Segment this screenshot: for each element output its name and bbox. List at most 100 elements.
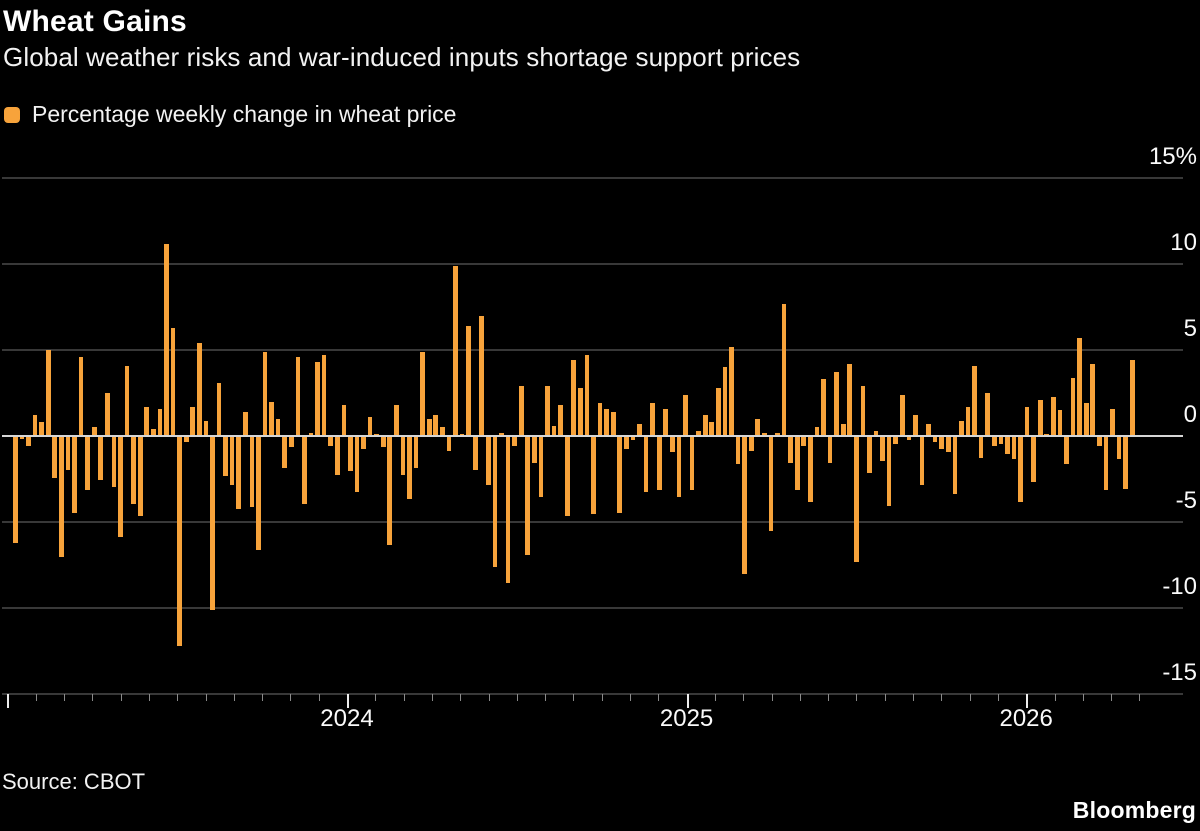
legend: Percentage weekly change in wheat price (4, 101, 456, 128)
bar (1031, 437, 1037, 482)
bar (781, 303, 787, 436)
gridline (2, 606, 1183, 609)
bar (630, 437, 636, 441)
chart-subtitle: Global weather risks and war-induced inp… (3, 42, 801, 72)
bar (525, 437, 531, 556)
month-tick (601, 694, 603, 701)
month-tick (856, 694, 858, 701)
month-tick (177, 694, 179, 701)
bar (1077, 338, 1083, 436)
bar (545, 386, 550, 436)
month-tick (64, 694, 65, 701)
bar (26, 437, 31, 446)
bar (702, 415, 708, 436)
bar (275, 418, 281, 436)
month-tick (488, 694, 490, 701)
bar (433, 415, 439, 436)
bar (880, 437, 885, 462)
bar (387, 437, 393, 546)
bar (939, 437, 945, 450)
bar (597, 403, 603, 436)
bar (223, 437, 228, 477)
bar (262, 351, 268, 436)
bar (229, 437, 235, 486)
bar (853, 437, 859, 563)
bar (446, 437, 452, 451)
month-tick (205, 694, 207, 701)
bar (1005, 437, 1010, 455)
bar (58, 437, 64, 558)
bar (965, 406, 971, 436)
bar (512, 437, 517, 446)
year-tick (686, 694, 689, 708)
y-axis-label: 5 (1183, 315, 1197, 343)
gridline (2, 349, 1183, 352)
bar (361, 437, 366, 450)
bar (558, 405, 563, 436)
bar (13, 437, 18, 544)
bar (348, 437, 353, 472)
bar (144, 406, 150, 436)
bar (1090, 363, 1096, 436)
bar (755, 418, 761, 436)
bar (256, 437, 261, 551)
bar (683, 394, 688, 436)
bar (288, 437, 294, 448)
bar (472, 437, 478, 470)
source-note: Source: CBOT (2, 769, 146, 794)
bar (466, 326, 472, 436)
bar (1051, 396, 1056, 436)
month-tick (1139, 694, 1141, 701)
bar (1057, 410, 1063, 436)
bar (643, 437, 649, 492)
bar (321, 355, 327, 436)
bar (761, 432, 767, 436)
bar (177, 437, 182, 647)
bar (696, 430, 701, 436)
month-tick (771, 694, 773, 701)
bar (492, 437, 498, 568)
bar (1116, 437, 1122, 460)
month-tick (714, 694, 716, 701)
bar (72, 437, 77, 513)
bar (814, 427, 820, 436)
bar (932, 437, 938, 443)
bar (308, 432, 314, 436)
bar (650, 403, 655, 436)
bar (367, 417, 373, 436)
bar (85, 437, 90, 491)
month-tick (573, 694, 575, 701)
month-tick (92, 694, 94, 701)
bar (584, 355, 590, 436)
bar (663, 408, 669, 436)
legend-swatch-icon (4, 106, 20, 123)
bar (124, 365, 130, 436)
y-axis-label: -15 (1162, 658, 1197, 686)
month-tick (630, 694, 631, 701)
month-tick (941, 694, 943, 701)
bar (137, 437, 143, 516)
bar (315, 362, 320, 436)
bar (131, 437, 136, 504)
bar (170, 327, 176, 436)
bar (1011, 437, 1017, 460)
month-tick (375, 694, 377, 701)
bar (98, 437, 104, 480)
bar (1083, 403, 1089, 436)
month-tick (318, 694, 320, 701)
bar (394, 405, 399, 436)
y-axis-label: 10 (1170, 229, 1197, 257)
bar (670, 437, 675, 453)
bar (1018, 437, 1023, 503)
y-axis-label: -10 (1162, 572, 1197, 600)
bar (118, 437, 123, 537)
month-tick (743, 694, 745, 701)
bar (19, 437, 25, 439)
bar (1123, 437, 1129, 489)
bar (807, 437, 813, 503)
month-tick (1111, 694, 1113, 701)
bar (236, 437, 242, 510)
bar (190, 406, 196, 436)
bar (656, 437, 662, 491)
bar (952, 437, 958, 494)
